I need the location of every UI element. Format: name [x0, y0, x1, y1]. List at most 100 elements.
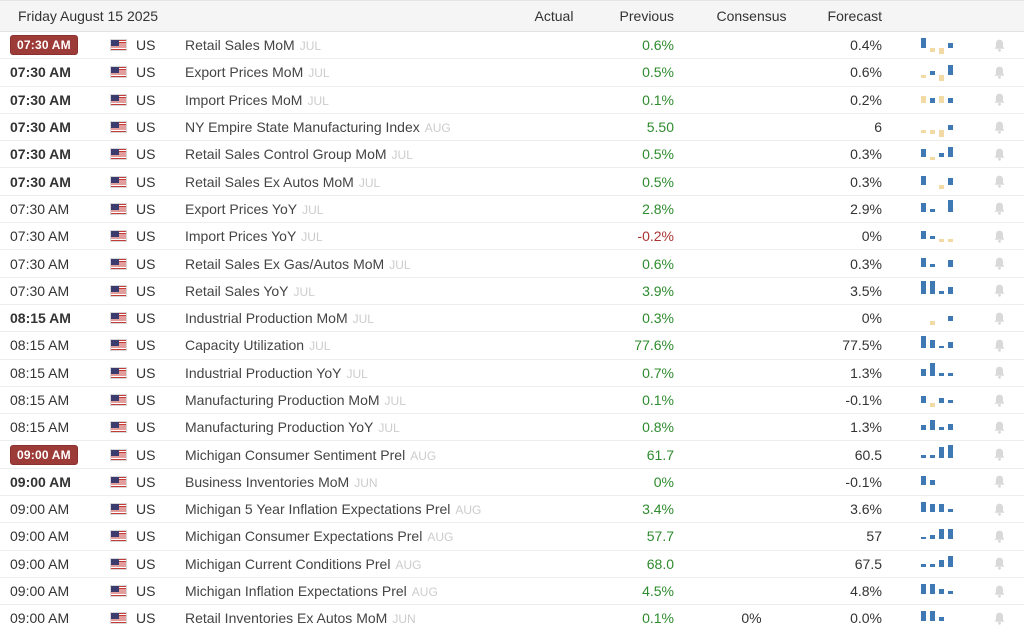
event-name-link[interactable]: Manufacturing Production MoM — [185, 392, 380, 408]
table-row[interactable]: 09:00 AM US Business Inventories MoM JUN 0% -… — [0, 468, 1024, 497]
event-name-link[interactable]: Michigan Consumer Sentiment Prel — [185, 446, 406, 463]
alert-bell-button[interactable] — [989, 555, 1009, 573]
alert-bell-button[interactable] — [989, 36, 1009, 54]
table-row[interactable]: 07:30 AM US Retail Sales Ex Gas/Autos MoM J… — [0, 250, 1024, 278]
alert-bell-button[interactable] — [989, 282, 1009, 300]
event-cell: Retail Inventories Ex Autos MoM JUN — [185, 610, 509, 626]
table-row[interactable]: 09:00 AM US Michigan Consumer Sentiment Pr… — [0, 441, 1024, 469]
sparkline-cell — [904, 254, 974, 274]
alert-bell-button[interactable] — [989, 582, 1009, 600]
event-name-link[interactable]: Retail Inventories Ex Autos MoM — [185, 610, 388, 627]
table-row[interactable]: 09:00 AM US Retail Inventories Ex Autos Mo… — [0, 605, 1024, 632]
us-flag-icon — [110, 312, 127, 325]
spark-bar — [921, 75, 926, 78]
table-row[interactable]: 07:30 AM US Retail Sales YoY JUL 3.9% 3.5% — [0, 277, 1024, 305]
table-row[interactable]: 09:00 AM US Michigan Current Conditions Pr… — [0, 550, 1024, 578]
country-cell: US — [110, 146, 185, 162]
bell-cell — [974, 473, 1024, 491]
event-cell: Michigan Consumer Expectations Prel AUG — [185, 528, 509, 544]
alert-bell-button[interactable] — [989, 473, 1009, 491]
reference-period-tag: JUL — [378, 421, 400, 436]
alert-bell-button[interactable] — [989, 91, 1009, 109]
alert-bell-button[interactable] — [989, 527, 1009, 545]
previous-value: 57.7 — [646, 528, 674, 545]
event-name-link[interactable]: Manufacturing Production YoY — [185, 419, 374, 436]
alert-bell-button[interactable] — [989, 446, 1009, 464]
flag-canton — [111, 176, 119, 183]
flag-canton — [111, 40, 119, 47]
event-name-link[interactable]: Capacity Utilization — [185, 337, 305, 354]
event-time-cell: 08:15 AM — [0, 392, 110, 408]
previous-value: 0.5% — [642, 64, 674, 81]
bell-cell — [974, 500, 1024, 518]
event-cell: Michigan Consumer Sentiment Prel AUG — [185, 447, 509, 463]
table-row[interactable]: 09:00 AM US Michigan Consumer Expectations… — [0, 523, 1024, 551]
table-row[interactable]: 09:00 AM US Michigan Inflation Expectation… — [0, 577, 1024, 606]
event-name-link[interactable]: Industrial Production YoY — [185, 364, 342, 381]
alert-bell-button[interactable] — [989, 145, 1009, 163]
table-row[interactable]: 07:30 AM US Import Prices MoM JUL 0.1% 0.2% — [0, 86, 1024, 114]
alert-bell-button[interactable] — [989, 227, 1009, 245]
event-name-link[interactable]: Industrial Production MoM — [185, 310, 348, 327]
sparkline-chart — [921, 308, 957, 328]
sparkline-cell — [904, 499, 974, 519]
event-name-link[interactable]: Michigan Consumer Expectations Prel — [185, 528, 423, 545]
event-name-link[interactable]: Retail Sales MoM — [185, 37, 295, 54]
event-name-link[interactable]: Import Prices MoM — [185, 91, 303, 108]
bell-cell — [974, 418, 1024, 436]
event-name-link[interactable]: Michigan Current Conditions Prel — [185, 555, 391, 572]
alert-bell-button[interactable] — [989, 609, 1009, 627]
spark-bar — [948, 400, 953, 403]
spark-bar — [948, 556, 953, 567]
bell-cell — [974, 173, 1024, 191]
event-name-link[interactable]: Export Prices YoY — [185, 200, 298, 217]
sparkline-chart — [921, 90, 957, 110]
table-row[interactable]: 08:15 AM US Manufacturing Production YoY JU… — [0, 414, 1024, 442]
alert-bell-button[interactable] — [989, 63, 1009, 81]
event-name-link[interactable]: Export Prices MoM — [185, 64, 304, 81]
alert-bell-button[interactable] — [989, 336, 1009, 354]
alert-bell-button[interactable] — [989, 364, 1009, 382]
table-row[interactable]: 08:15 AM US Industrial Production YoY JUL 0.… — [0, 359, 1024, 387]
reference-period-tag: JUL — [384, 394, 406, 408]
spark-bar — [930, 70, 935, 76]
event-name-link[interactable]: Michigan Inflation Expectations Prel — [185, 583, 407, 600]
table-row[interactable]: 08:15 AM US Capacity Utilization JUL 77.6% 77… — [0, 332, 1024, 360]
event-name-link[interactable]: Michigan 5 Year Inflation Expectations P… — [185, 501, 451, 518]
alert-bell-button[interactable] — [989, 255, 1009, 273]
table-row[interactable]: 07:30 AM US NY Empire State Manufacturing … — [0, 113, 1024, 142]
previous-value: 0% — [653, 473, 674, 490]
alert-bell-button[interactable] — [989, 391, 1009, 409]
alert-bell-button[interactable] — [989, 418, 1009, 436]
sparkline-cell — [904, 417, 974, 437]
event-time-cell: 08:15 AM — [0, 310, 110, 326]
event-name-link[interactable]: NY Empire State Manufacturing Index — [185, 119, 420, 136]
alert-bell-button[interactable] — [989, 500, 1009, 518]
sparkline-cell — [904, 472, 974, 492]
table-row[interactable]: 07:30 AM US Import Prices YoY JUL -0.2% 0% — [0, 223, 1024, 251]
table-row[interactable]: 08:15 AM US Industrial Production MoM JUL 0.… — [0, 304, 1024, 333]
table-row[interactable]: 07:30 AM US Export Prices YoY JUL 2.8% 2.9% — [0, 195, 1024, 224]
bell-icon — [994, 39, 1004, 52]
event-name-link[interactable]: Retail Sales Ex Autos MoM — [185, 173, 354, 190]
table-row[interactable]: 09:00 AM US Michigan 5 Year Inflation Expe… — [0, 496, 1024, 524]
table-row[interactable]: 08:15 AM US Manufacturing Production MoM JU… — [0, 386, 1024, 415]
table-row[interactable]: 07:30 AM US Retail Sales Control Group MoM… — [0, 141, 1024, 169]
alert-bell-button[interactable] — [989, 309, 1009, 327]
spark-bar — [948, 423, 953, 431]
event-name-link[interactable]: Business Inventories MoM — [185, 473, 350, 490]
event-name-link[interactable]: Retail Sales YoY — [185, 282, 289, 299]
forecast-value: 0.0% — [850, 610, 882, 627]
alert-bell-button[interactable] — [989, 173, 1009, 191]
event-name-link[interactable]: Retail Sales Ex Gas/Autos MoM — [185, 255, 385, 272]
table-row[interactable]: 07:30 AM US Export Prices MoM JUL 0.5% 0.6% — [0, 59, 1024, 87]
forecast-value: 4.8% — [850, 583, 882, 600]
sparkline-chart — [921, 526, 957, 546]
alert-bell-button[interactable] — [989, 118, 1009, 136]
table-row[interactable]: 07:30 AM US Retail Sales Ex Autos MoM JUL 0.… — [0, 168, 1024, 196]
event-name-link[interactable]: Import Prices YoY — [185, 228, 297, 245]
spark-bar — [921, 203, 926, 212]
event-name-link[interactable]: Retail Sales Control Group MoM — [185, 146, 387, 163]
table-row[interactable]: 07:30 AM US Retail Sales MoM JUL 0.6% 0.4% — [0, 32, 1024, 60]
alert-bell-button[interactable] — [989, 200, 1009, 218]
